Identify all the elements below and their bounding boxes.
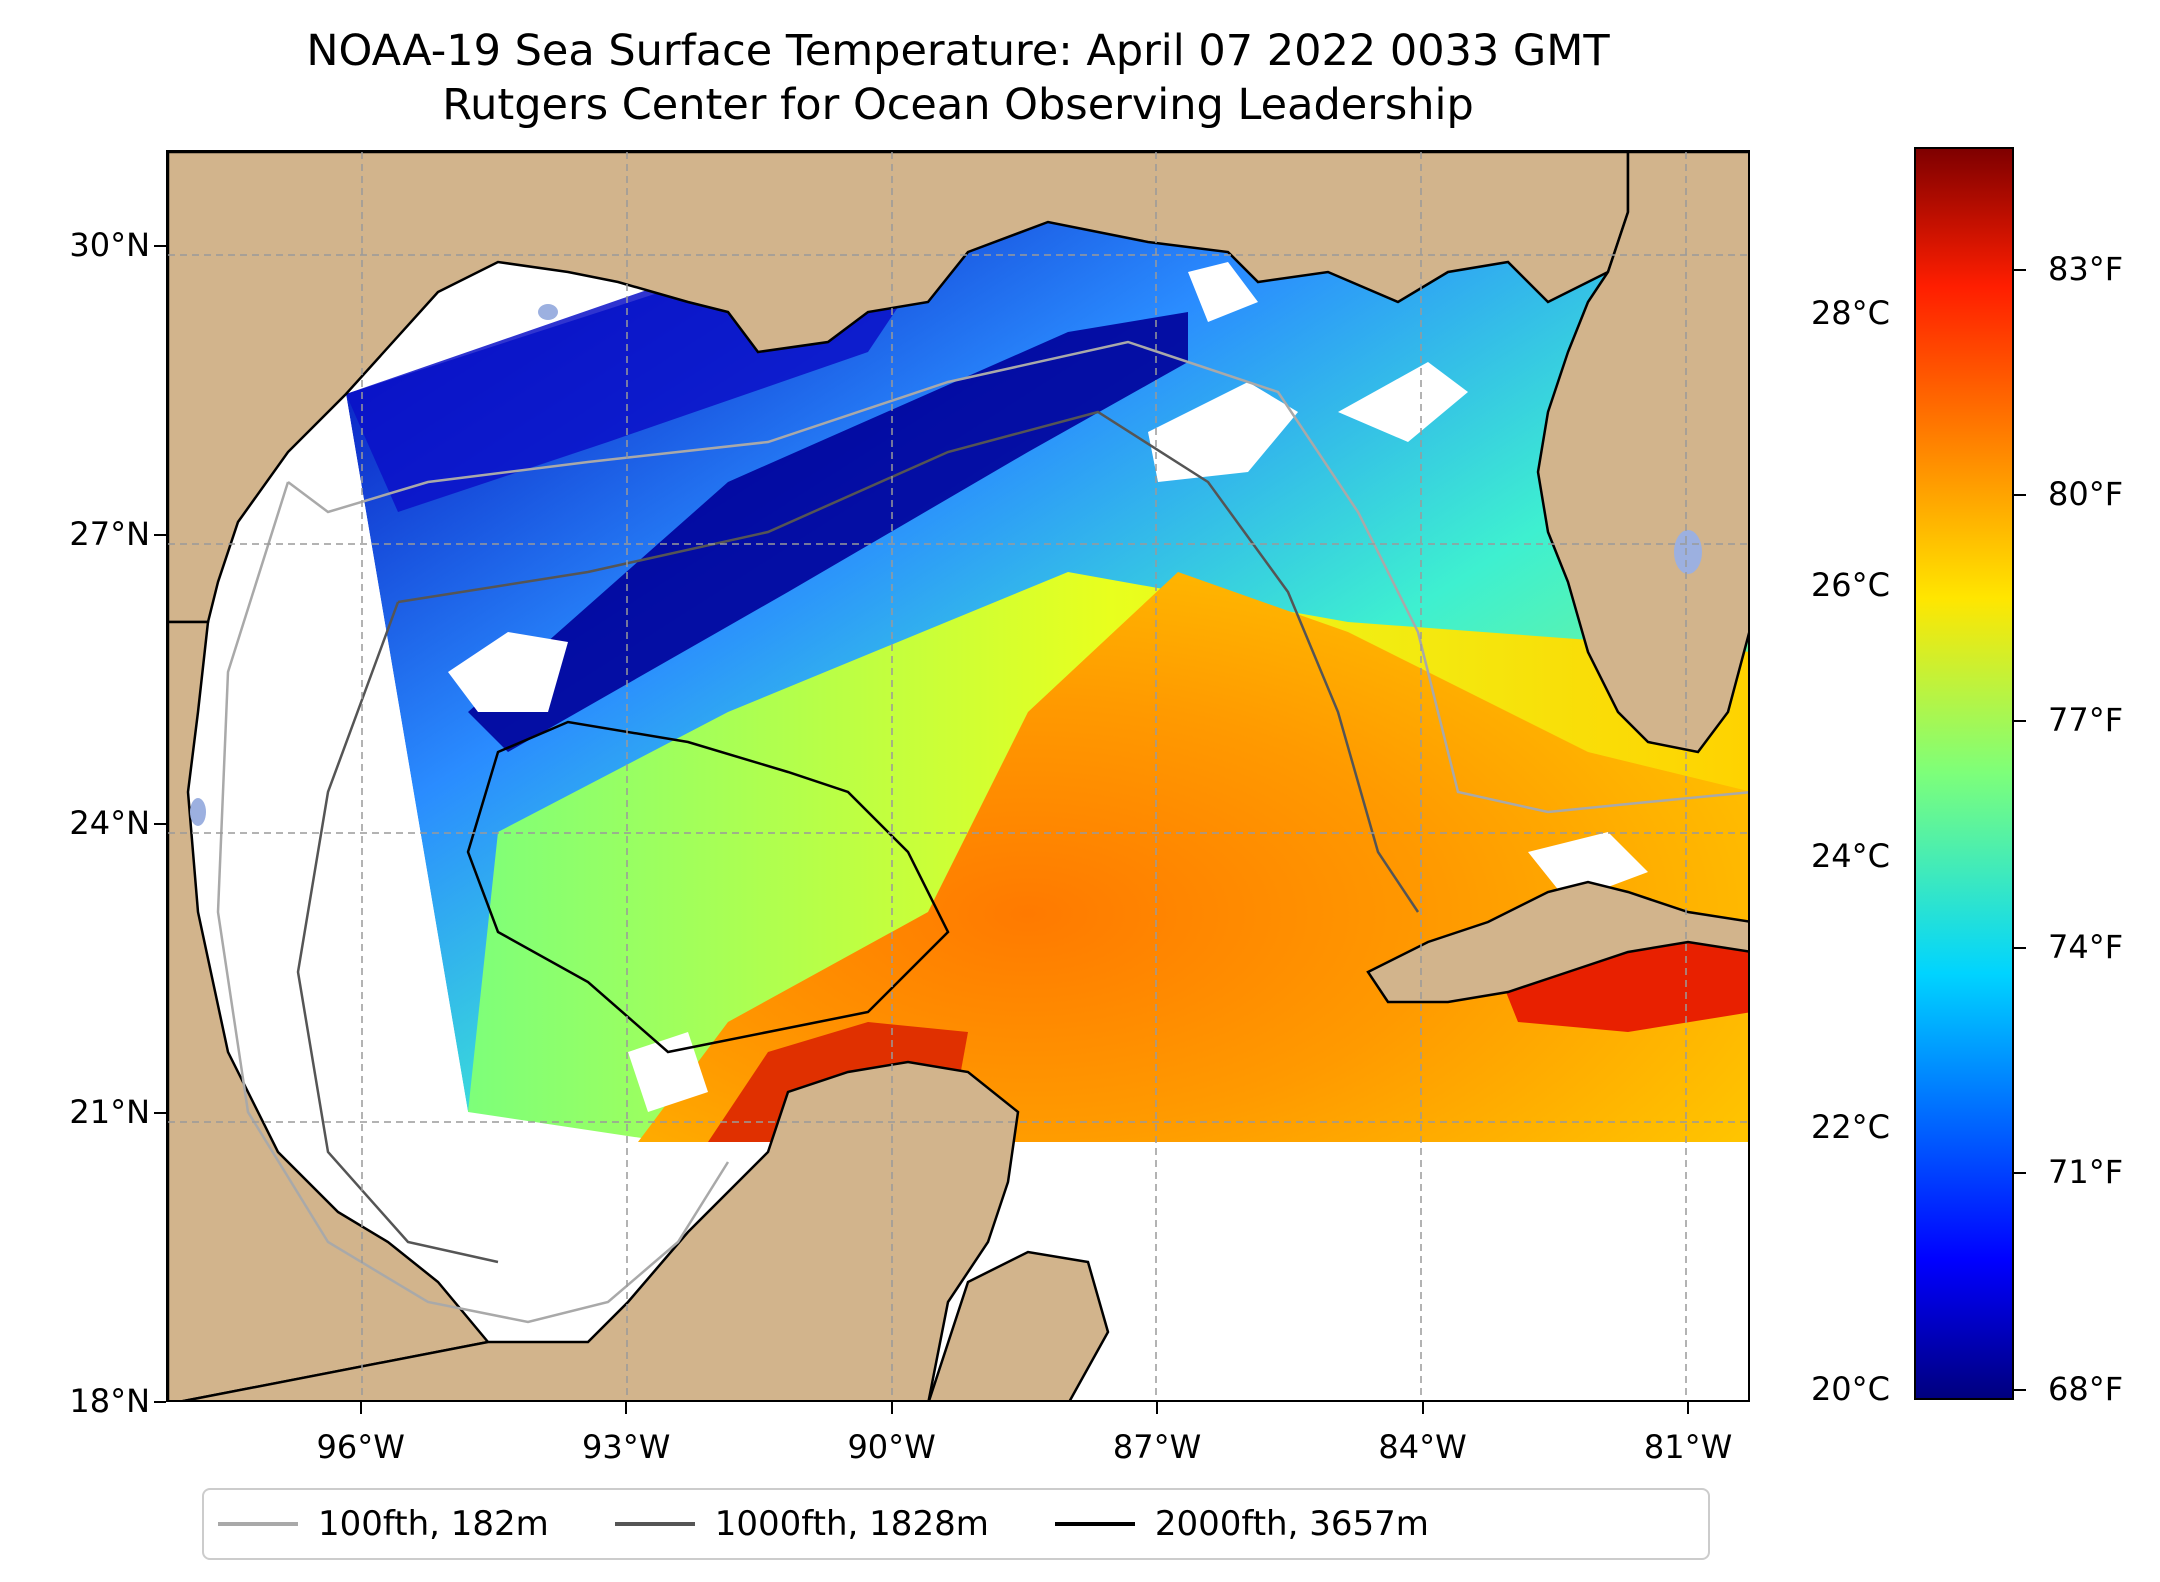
- lon-tick-mark: [1687, 1402, 1690, 1414]
- legend: 100fth, 182m 1000fth, 1828m 2000fth, 365…: [202, 1488, 1710, 1560]
- legend-item-100fth: 100fth, 182m: [218, 1504, 549, 1544]
- lon-tick-label: 90°W: [847, 1428, 936, 1466]
- colorbar-tick-mark: [2014, 946, 2026, 949]
- lat-tick-mark: [154, 1112, 166, 1115]
- lon-tick-label: 93°W: [581, 1428, 671, 1466]
- sst-map: [166, 150, 1750, 1402]
- colorbar-tick-mark: [2014, 494, 2026, 497]
- colorbar-tick-mark: [2014, 268, 2026, 271]
- colorbar-fahrenheit-label: 74°F: [2048, 927, 2124, 966]
- gridlines: [168, 152, 1748, 1400]
- colorbar-celsius-label: 24°C: [1810, 837, 1890, 876]
- lon-tick-mark: [625, 1402, 628, 1414]
- lat-tick-mark: [154, 823, 166, 826]
- lat-tick-label: 30°N: [69, 226, 150, 265]
- lon-tick-mark: [359, 1402, 362, 1414]
- legend-label: 2000fth, 3657m: [1154, 1504, 1429, 1544]
- lat-tick-mark: [154, 534, 166, 537]
- land-us-gulf-coast: [168, 152, 1630, 624]
- land-yucatan: [182, 1060, 1020, 1400]
- contour-100fth-mexico: [216, 481, 730, 1324]
- land-central-america: [927, 1250, 1110, 1400]
- colorbar-celsius-label: 26°C: [1810, 565, 1890, 604]
- colorbar-fahrenheit-label: 80°F: [2048, 475, 2124, 514]
- colorbar-fahrenheit-label: 77°F: [2048, 700, 2124, 739]
- lat-tick-label: 24°N: [69, 804, 150, 843]
- contour-100fth: [287, 340, 1748, 814]
- colorbar-fahrenheit-label: 83°F: [2048, 249, 2124, 288]
- colorbar-fahrenheit-label: 71°F: [2048, 1153, 2124, 1192]
- lat-tick-label: 21°N: [69, 1093, 150, 1132]
- legend-label: 1000fth, 1828m: [714, 1504, 989, 1544]
- lon-tick-label: 87°W: [1112, 1428, 1202, 1466]
- legend-swatch: [1054, 1522, 1135, 1526]
- lon-tick-label: 96°W: [316, 1428, 405, 1466]
- figure-subtitle: Rutgers Center for Ocean Observing Leade…: [442, 80, 1474, 130]
- land-florida: [1536, 152, 1748, 754]
- colorbar-celsius-label: 28°C: [1810, 293, 1890, 332]
- figure-title: NOAA-19 Sea Surface Temperature: April 0…: [306, 26, 1610, 76]
- lat-tick-label: 27°N: [69, 515, 150, 554]
- legend-item-1000fth: 1000fth, 1828m: [614, 1504, 989, 1544]
- legend-swatch: [218, 1522, 298, 1526]
- colorbar-celsius-label: 20°C: [1810, 1370, 1890, 1408]
- land-cuba: [1366, 880, 1748, 1004]
- lat-tick-mark: [154, 245, 166, 248]
- lon-tick-label: 84°W: [1378, 1428, 1467, 1466]
- cloud-mask-patches: [448, 262, 1648, 1112]
- lat-tick-mark: [154, 1401, 166, 1403]
- colorbar-tick-mark: [2014, 1172, 2026, 1175]
- colorbar-celsius-label: 22°C: [1810, 1108, 1890, 1147]
- sst-cold-streak: [468, 312, 1188, 752]
- lon-tick-label: 81°W: [1643, 1428, 1733, 1466]
- contour-1000fth: [397, 410, 1420, 913]
- colorbar: [1914, 147, 2014, 1400]
- colorbar-fahrenheit-label: 68°F: [2048, 1370, 2124, 1408]
- legend-label: 100fth, 182m: [318, 1504, 549, 1544]
- contour-2000fth: [466, 720, 950, 1054]
- lon-tick-mark: [1421, 1402, 1424, 1414]
- lon-tick-mark: [890, 1402, 893, 1414]
- lon-tick-mark: [1156, 1402, 1159, 1414]
- legend-swatch: [614, 1522, 695, 1526]
- lat-tick-label: 18°N: [69, 1382, 150, 1420]
- contour-1000fth-mexico: [296, 601, 499, 1264]
- colorbar-tick-mark: [2014, 1389, 2026, 1391]
- colorbar-tick-mark: [2014, 719, 2026, 722]
- map-canvas: [168, 152, 1748, 1400]
- land-masses: [168, 152, 1748, 1400]
- inland-water: [190, 304, 1702, 826]
- legend-item-2000fth: 2000fth, 3657m: [1054, 1504, 1429, 1544]
- bathymetry-contours: [216, 340, 1748, 1324]
- colorbar-gradient: [1916, 149, 2012, 1398]
- no-data-west: [168, 394, 638, 1220]
